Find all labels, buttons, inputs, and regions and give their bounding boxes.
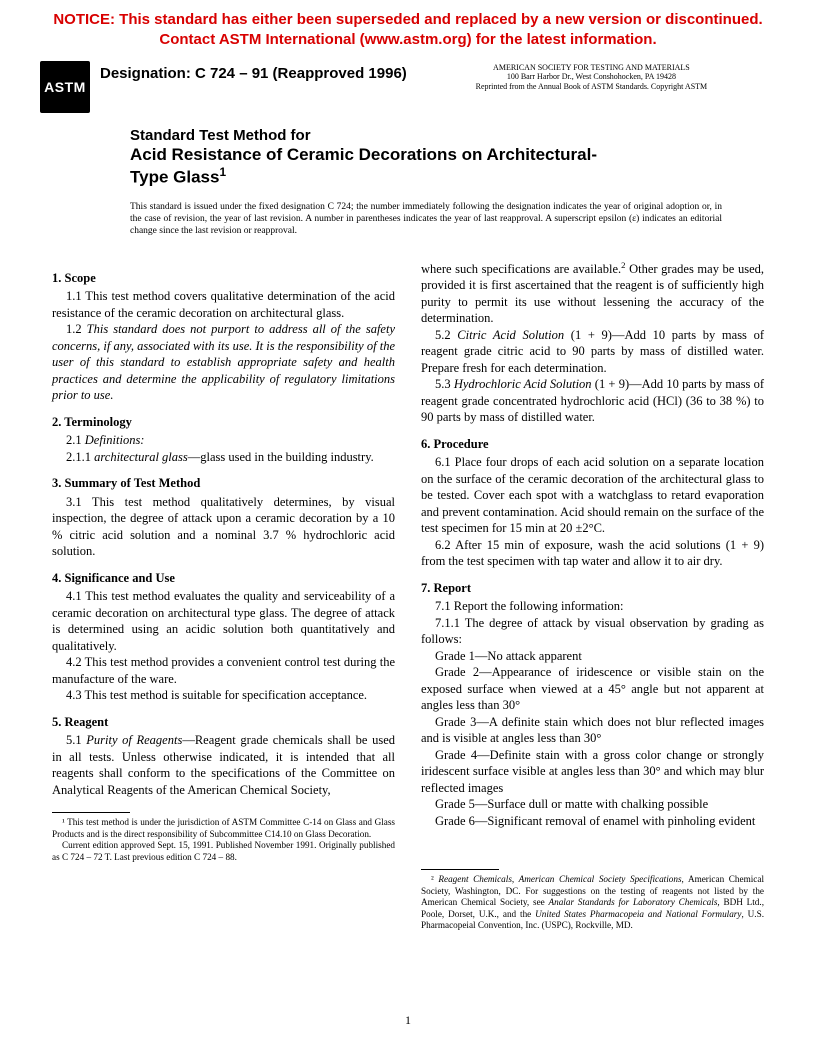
p211-def: —glass used in the building industry. — [188, 450, 374, 464]
p51-num: 5.1 — [66, 733, 86, 747]
org-reprint: Reprinted from the Annual Book of ASTM S… — [476, 82, 708, 91]
footnote-rule-right — [421, 869, 499, 870]
title-line-b: Type Glass — [130, 168, 219, 187]
grade-2: Grade 2—Appearance of iridescence or vis… — [421, 664, 764, 714]
astm-logo: ASTM — [40, 61, 90, 113]
fn2-it2: Analar Standards for Laboratory Chemical… — [549, 897, 718, 907]
para-1-1: 1.1 This test method covers qualitative … — [52, 288, 395, 321]
fn2-it1: Reagent Chemicals, American Chemical Soc… — [438, 874, 681, 884]
para-7-1: 7.1 Report the following information: — [421, 598, 764, 615]
right-column: where such specifications are available.… — [421, 260, 764, 932]
para-5-3: 5.3 Hydrochloric Acid Solution (1 + 9)—A… — [421, 376, 764, 426]
para-1-2-text: This standard does not purport to addres… — [52, 322, 395, 402]
section-7-head: 7. Report — [421, 580, 764, 597]
footnote-2: ² Reagent Chemicals, American Chemical S… — [421, 874, 764, 932]
designation-text: Designation: C 724 – 91 (Reapproved 1996… — [100, 61, 407, 82]
p52-num: 5.2 — [435, 328, 457, 342]
section-6-head: 6. Procedure — [421, 436, 764, 453]
org-info: AMERICAN SOCIETY FOR TESTING AND MATERIA… — [407, 61, 776, 92]
para-5-2: 5.2 Citric Acid Solution (1 + 9)—Add 10 … — [421, 327, 764, 377]
para-4-3: 4.3 This test method is suitable for spe… — [52, 687, 395, 704]
footnote-1b: Current edition approved Sept. 15, 1991.… — [52, 840, 395, 863]
para-5-1-cont: where such specifications are available.… — [421, 260, 764, 327]
para-3-1: 3.1 This test method qualitatively deter… — [52, 494, 395, 560]
p53-num: 5.3 — [435, 377, 454, 391]
section-3-head: 3. Summary of Test Method — [52, 475, 395, 492]
header-row: ASTM Designation: C 724 – 91 (Reapproved… — [0, 57, 816, 113]
grade-4: Grade 4—Definite stain with a gross colo… — [421, 747, 764, 797]
p53-term: Hydrochloric Acid Solution — [454, 377, 592, 391]
para-2-1: 2.1 Definitions: — [52, 432, 395, 449]
page-number: 1 — [0, 1013, 816, 1028]
org-address: 100 Barr Harbor Dr., West Conshohocken, … — [507, 72, 676, 81]
notice-banner: NOTICE: This standard has either been su… — [0, 0, 816, 57]
para-2-1-1: 2.1.1 architectural glass—glass used in … — [52, 449, 395, 466]
grade-1: Grade 1—No attack apparent — [421, 648, 764, 665]
p51-term: Purity of Reagents — [86, 733, 182, 747]
title-block: Standard Test Method for Acid Resistance… — [0, 113, 816, 188]
title-superscript: 1 — [219, 165, 226, 179]
p211-term: architectural glass — [94, 450, 188, 464]
issue-note: This standard is issued under the fixed … — [0, 188, 816, 238]
para-4-1: 4.1 This test method evaluates the quali… — [52, 588, 395, 654]
para-4-2: 4.2 This test method provides a convenie… — [52, 654, 395, 687]
body-columns: 1. Scope 1.1 This test method covers qua… — [0, 238, 816, 932]
title-line-a: Acid Resistance of Ceramic Decorations o… — [130, 145, 597, 164]
para-1-2: 1.2 This standard does not purport to ad… — [52, 321, 395, 404]
title-prefix: Standard Test Method for — [130, 127, 726, 145]
footnote-1a: ¹ This test method is under the jurisdic… — [52, 817, 395, 840]
left-column: 1. Scope 1.1 This test method covers qua… — [52, 260, 395, 932]
section-5-head: 5. Reagent — [52, 714, 395, 731]
para-5-1: 5.1 Purity of Reagents—Reagent grade che… — [52, 732, 395, 798]
notice-line-2: Contact ASTM International (www.astm.org… — [159, 31, 656, 48]
para-6-2: 6.2 After 15 min of exposure, wash the a… — [421, 537, 764, 570]
title-main: Acid Resistance of Ceramic Decorations o… — [130, 145, 726, 188]
section-1-head: 1. Scope — [52, 270, 395, 287]
p211-num: 2.1.1 — [66, 450, 94, 464]
logo-text: ASTM — [44, 80, 86, 94]
notice-line-1: NOTICE: This standard has either been su… — [53, 11, 762, 28]
grade-5: Grade 5—Surface dull or matte with chalk… — [421, 796, 764, 813]
para-7-1-1: 7.1.1 The degree of attack by visual obs… — [421, 615, 764, 648]
section-2-head: 2. Terminology — [52, 414, 395, 431]
p51c-a: where such specifications are available. — [421, 262, 621, 276]
p52-term: Citric Acid Solution — [457, 328, 564, 342]
grade-3: Grade 3—A definite stain which does not … — [421, 714, 764, 747]
fn2-it3: United States Pharmacopeia and National … — [535, 909, 741, 919]
org-name: AMERICAN SOCIETY FOR TESTING AND MATERIA… — [493, 63, 690, 72]
grade-6: Grade 6—Significant removal of enamel wi… — [421, 813, 764, 830]
para-6-1: 6.1 Place four drops of each acid soluti… — [421, 454, 764, 537]
section-4-head: 4. Significance and Use — [52, 570, 395, 587]
footnote-rule-left — [52, 812, 130, 813]
